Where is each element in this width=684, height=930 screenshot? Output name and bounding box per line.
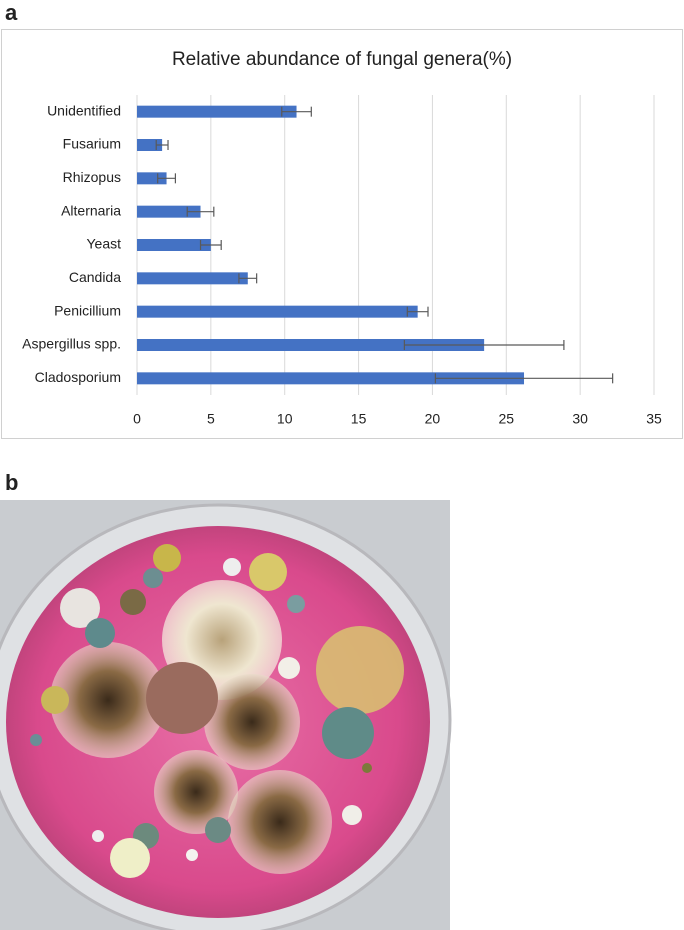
y-tick-label: Penicillium bbox=[54, 302, 121, 318]
y-tick-label: Aspergillus spp. bbox=[22, 336, 121, 352]
y-tick-label: Unidentified bbox=[47, 102, 121, 118]
petri-dish-photo bbox=[0, 500, 452, 930]
y-tick-label: Candida bbox=[69, 269, 121, 285]
bar bbox=[137, 172, 167, 185]
x-tick-label: 30 bbox=[572, 411, 588, 427]
y-tick-label: Alternaria bbox=[61, 202, 121, 218]
x-tick-label: 5 bbox=[207, 411, 215, 427]
y-tick-label: Cladosporium bbox=[35, 369, 121, 385]
y-tick-label: Rhizopus bbox=[63, 169, 121, 185]
panel-label: a bbox=[5, 0, 18, 25]
bar bbox=[137, 339, 485, 351]
chart-title: Relative abundance of fungal genera(%) bbox=[172, 49, 512, 70]
bar bbox=[137, 239, 211, 251]
bar bbox=[137, 372, 525, 385]
x-tick-label: 35 bbox=[646, 411, 662, 427]
x-tick-label: 10 bbox=[277, 411, 293, 427]
panel-label: b bbox=[5, 470, 18, 495]
y-tick-label: Fusarium bbox=[63, 136, 121, 152]
x-tick-label: 15 bbox=[351, 411, 367, 427]
bar bbox=[137, 205, 201, 218]
x-tick-label: 25 bbox=[498, 411, 514, 427]
chart-frame bbox=[1, 29, 683, 439]
bar bbox=[137, 272, 248, 285]
bar bbox=[137, 305, 418, 318]
x-tick-label: 20 bbox=[425, 411, 441, 427]
x-tick-label: 0 bbox=[133, 411, 141, 427]
bar bbox=[137, 105, 297, 118]
chart: 0 5 10 15 20 25 30 35 Unidentified Fusarium Rhizop… bbox=[22, 95, 662, 427]
y-tick-label: Yeast bbox=[86, 236, 121, 252]
